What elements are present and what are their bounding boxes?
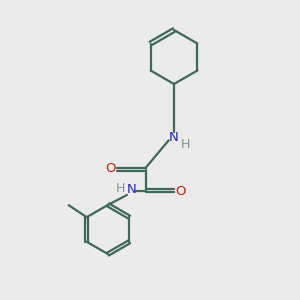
Text: H: H: [115, 182, 125, 196]
Text: O: O: [175, 184, 185, 198]
Text: H: H: [181, 137, 190, 151]
Text: N: N: [169, 131, 179, 144]
Text: O: O: [106, 162, 116, 176]
Text: N: N: [127, 183, 137, 196]
